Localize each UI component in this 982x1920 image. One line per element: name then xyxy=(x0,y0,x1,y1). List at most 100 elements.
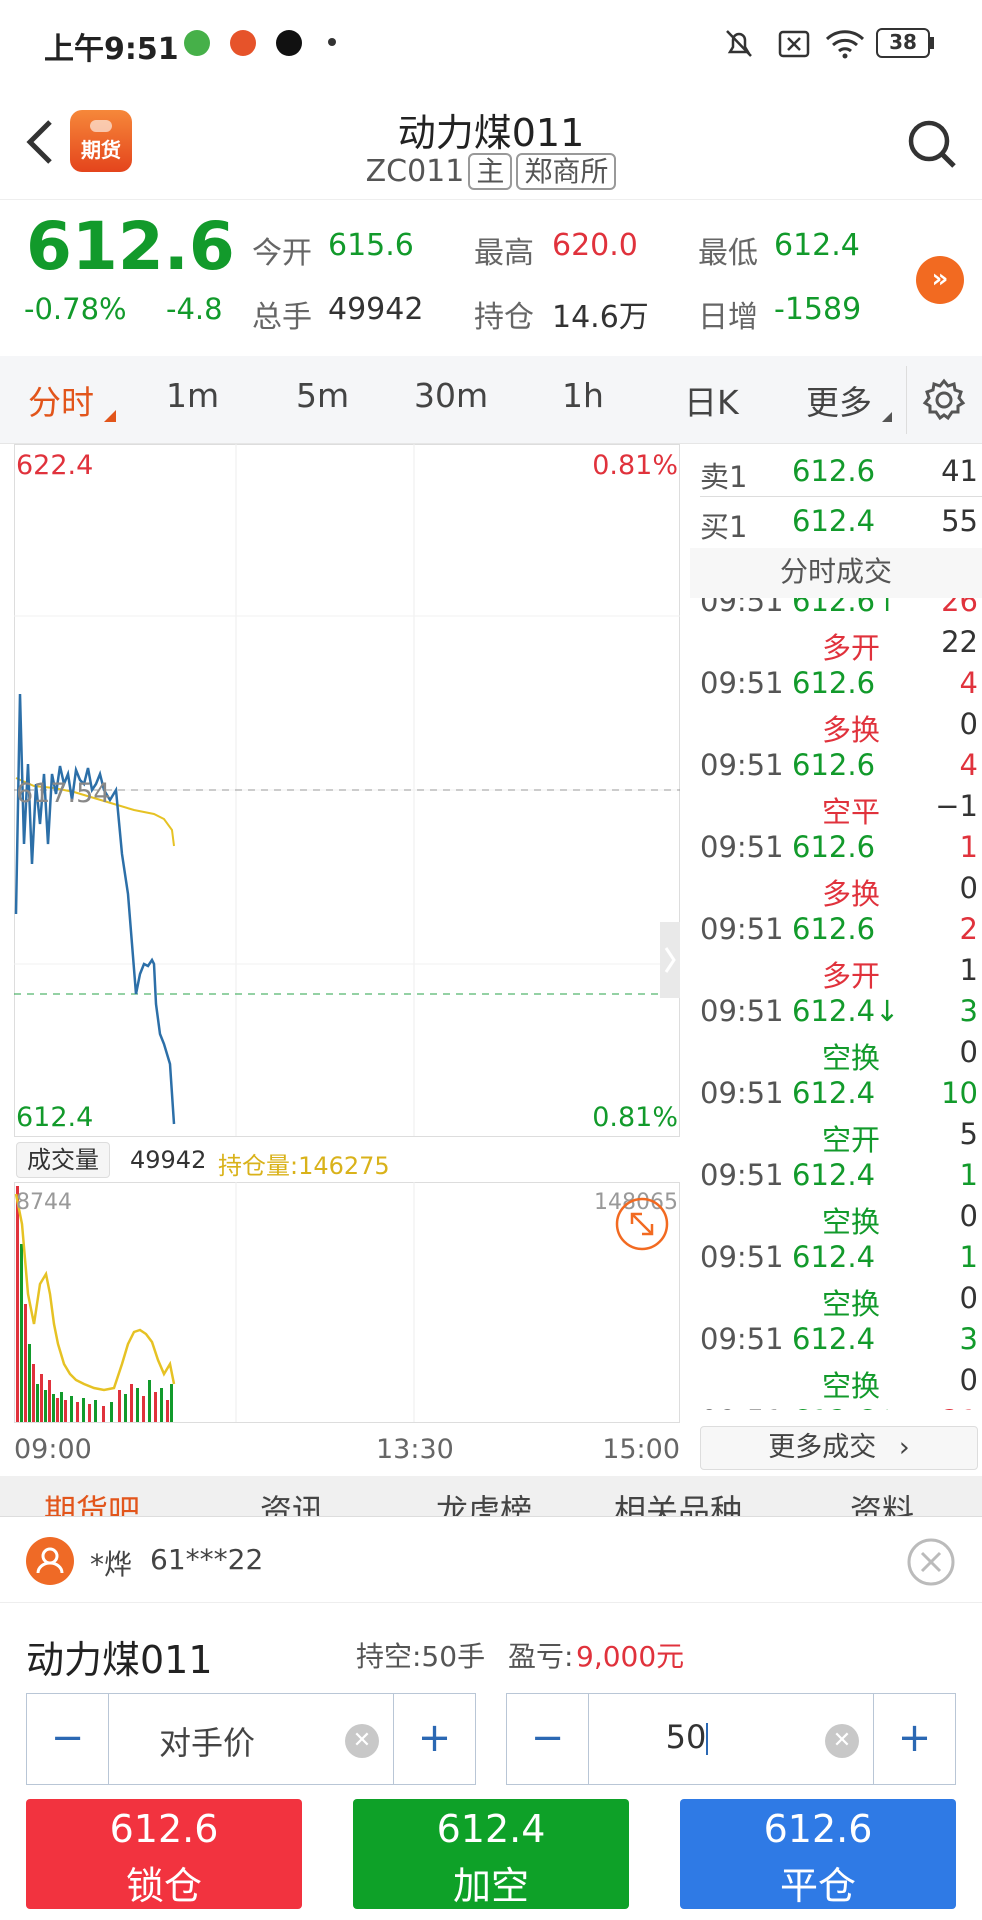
volume-indicator-button[interactable]: 成交量 xyxy=(16,1142,110,1178)
trade-price: 612.4 xyxy=(792,1076,876,1110)
tab-30m[interactable]: 30m xyxy=(414,376,489,415)
trade-row: 09:51 612.6 4 xyxy=(690,748,982,788)
trade-type-row: 空换 0 xyxy=(690,1281,982,1321)
volume-indicator-value: 49942 xyxy=(130,1146,207,1174)
trade-time: 09:51 xyxy=(700,748,784,782)
lock-position-label: 锁仓 xyxy=(125,1864,202,1908)
trade-quantity: 4 xyxy=(959,748,978,782)
settings-gear-icon[interactable] xyxy=(922,378,966,422)
trade-panel: *烨 61***22 动力煤011 持空:50手 盈亏: 9,000元 − 对手… xyxy=(0,1516,982,1920)
trade-price: 612.6 xyxy=(792,830,876,864)
search-icon[interactable] xyxy=(906,118,958,170)
news-tab-info[interactable]: 资料 xyxy=(850,1492,915,1516)
timeshare-chart[interactable]: 622.4 0.81% 617.54 612.4 0.81% 成交量 49942… xyxy=(14,444,680,1474)
trade-quantity: 26 xyxy=(941,598,978,618)
clear-price-icon[interactable]: ✕ xyxy=(345,1724,379,1758)
low-label: 最低 xyxy=(698,236,758,271)
quantity-stepper: − 50 ✕ + xyxy=(506,1693,956,1785)
trade-type-row: 多开 22 xyxy=(690,625,982,665)
trade-type: 空换 xyxy=(822,1287,881,1321)
quantity-decrease-button[interactable]: − xyxy=(507,1694,589,1784)
back-arrow-icon[interactable] xyxy=(24,118,54,166)
exchange-tag: 郑商所 xyxy=(516,153,617,190)
battery-indicator: 38 xyxy=(876,28,930,58)
ask-price: 612.6 xyxy=(792,454,876,488)
add-short-button[interactable]: 612.4 加空 xyxy=(353,1799,629,1909)
futures-logo: 期货 xyxy=(70,110,132,172)
ask-quantity: 41 xyxy=(941,454,978,488)
trade-row: 09:51 612.6↑ 26 xyxy=(690,598,982,624)
quantity-increase-button[interactable]: + xyxy=(873,1694,955,1784)
trade-quantity: 1 xyxy=(959,1158,978,1192)
more-trades-button[interactable]: 更多成交 › xyxy=(700,1426,978,1470)
price-increase-button[interactable]: + xyxy=(393,1694,475,1784)
expand-quote-icon[interactable]: » xyxy=(916,256,964,304)
trade-quantity: 21 xyxy=(941,1404,978,1410)
quantity-input[interactable]: 50 xyxy=(589,1718,785,1756)
pnl-value: 9,000元 xyxy=(576,1640,685,1673)
trade-row: 09:51 612.6 2 xyxy=(690,912,982,952)
pnl-label: 盈亏: xyxy=(508,1640,574,1673)
fullscreen-toggle-icon[interactable] xyxy=(614,1196,670,1252)
trade-price: 612.4 xyxy=(792,1322,876,1356)
trade-quantity: 2 xyxy=(959,912,978,946)
trade-time: 09:51 xyxy=(700,1076,784,1110)
tab-5m[interactable]: 5m xyxy=(296,376,350,415)
account-number: 61***22 xyxy=(150,1543,264,1576)
add-short-price: 612.4 xyxy=(436,1807,546,1851)
y-axis-mid-price: 617.54 xyxy=(16,778,111,809)
close-position-label: 平仓 xyxy=(779,1864,856,1908)
quote-summary: 612.6 -0.78% -4.8 今开 615.6 最高 620.0 最低 6… xyxy=(0,200,982,356)
trade-quantity: 3 xyxy=(959,1322,978,1356)
lock-position-price: 612.6 xyxy=(109,1807,219,1851)
account-bar: *烨 61***22 xyxy=(0,1517,982,1603)
sim-off-icon xyxy=(778,30,810,58)
bid-label: 买1 xyxy=(700,510,748,544)
price-mode-input[interactable]: 对手价 xyxy=(158,1724,255,1762)
news-tab-related[interactable]: 相关品种 xyxy=(614,1492,743,1516)
close-panel-icon[interactable] xyxy=(906,1537,956,1587)
trade-time: 09:51 xyxy=(700,1404,784,1410)
open-interest-label: 持仓 xyxy=(474,300,534,335)
y-axis-top-percent: 0.81% xyxy=(592,450,678,481)
trade-price: 612.6↑ xyxy=(792,1404,899,1410)
trade-time: 09:51 xyxy=(700,1158,784,1192)
ask-label: 卖1 xyxy=(700,460,748,494)
trade-type: 多换 xyxy=(822,713,881,747)
tab-more-dropdown-icon xyxy=(882,412,892,422)
price-decrease-button[interactable]: − xyxy=(27,1694,109,1784)
news-tab-ranking[interactable]: 龙虎榜 xyxy=(436,1492,533,1516)
trade-price: 612.6 xyxy=(792,666,876,700)
close-position-button[interactable]: 612.6 平仓 xyxy=(680,1799,956,1909)
bid-row: 买1 612.4 55 xyxy=(690,504,982,544)
change-value: -4.8 xyxy=(166,292,223,326)
trade-type-quantity: 0 xyxy=(959,1035,978,1069)
tab-1h[interactable]: 1h xyxy=(562,376,604,415)
close-position-price: 612.6 xyxy=(763,1807,873,1851)
tab-more[interactable]: 更多 xyxy=(806,383,872,422)
trade-time: 09:51 xyxy=(700,1322,784,1356)
news-tab-news[interactable]: 资讯 xyxy=(260,1492,325,1516)
contract-subtitle: ZC011 主郑商所 xyxy=(0,150,982,190)
lock-position-button[interactable]: 612.6 锁仓 xyxy=(26,1799,302,1909)
daily-increase-label: 日增 xyxy=(698,300,758,335)
tab-timeshare[interactable]: 分时 xyxy=(28,383,94,422)
x-axis-mid: 13:30 xyxy=(376,1434,454,1465)
price-stepper: − 对手价 ✕ + xyxy=(26,1693,476,1785)
page-title: 动力煤011 xyxy=(397,111,585,155)
news-tab-forum[interactable]: 期货吧 xyxy=(44,1492,141,1516)
high-label: 最高 xyxy=(474,236,534,271)
clear-quantity-icon[interactable]: ✕ xyxy=(825,1724,859,1758)
tab-1m[interactable]: 1m xyxy=(166,376,220,415)
trade-price: 612.4↓ xyxy=(792,994,900,1028)
tab-divider xyxy=(906,366,907,434)
mute-bell-icon xyxy=(726,30,752,57)
trade-type: 空换 xyxy=(822,1205,881,1239)
contract-code: ZC011 xyxy=(365,154,465,189)
trade-row: 09:51 612.4 1 xyxy=(690,1158,982,1198)
trade-type-row: 多开 1 xyxy=(690,953,982,993)
tab-dropdown-icon xyxy=(104,410,116,422)
tab-daily-k[interactable]: 日K xyxy=(684,383,739,422)
logo-mark-icon xyxy=(90,120,112,132)
trade-list[interactable]: 09:51 612.6↑ 26 多开 22 09:51 612.6 4 多换 0 09:51 612.… xyxy=(690,598,982,1410)
